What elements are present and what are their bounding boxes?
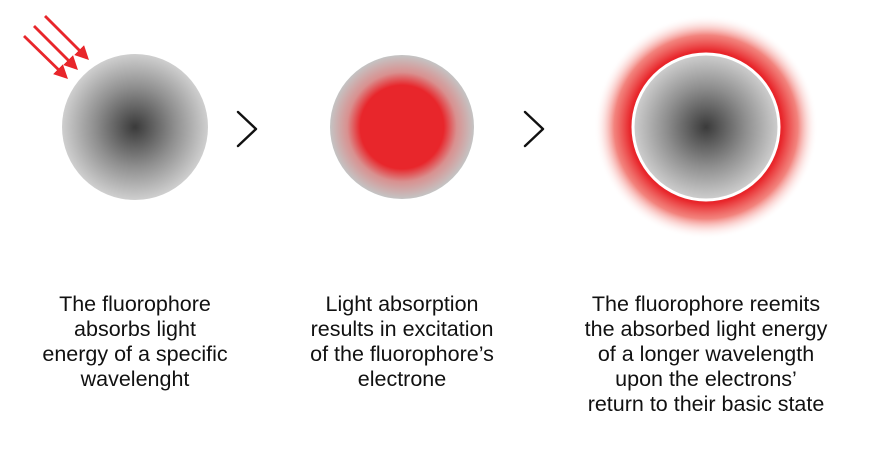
caption-line: return to their basic state	[587, 392, 825, 416]
step-2-caption: Light absorption results in excitation o…	[280, 292, 524, 392]
chevron-right-icon	[236, 110, 258, 148]
caption-line: of the fluorophore’s	[310, 342, 494, 366]
caption-line: The fluorophore reemits	[591, 292, 821, 316]
caption-line: The fluorophore	[59, 292, 211, 316]
chevron-right-icon	[523, 110, 545, 148]
triple-red-arrow-icon	[23, 15, 89, 79]
step-1-caption: The fluorophore absorbs light energy of …	[0, 292, 270, 392]
caption-line: Light absorption	[325, 292, 479, 316]
caption-line: of a longer wavelength	[597, 342, 815, 366]
caption-line: energy of a specific	[42, 342, 228, 366]
caption-line: electrone	[357, 367, 447, 391]
caption-line: wavelenght	[80, 367, 190, 391]
caption-line: the absorbed light energy	[584, 317, 828, 341]
emitting-sphere	[631, 52, 781, 202]
ground-state-sphere	[62, 54, 208, 200]
step-3-caption: The fluorophore reemits the absorbed lig…	[536, 292, 876, 417]
fluorescence-diagram	[23, 15, 818, 239]
caption-line: upon the electrons’	[615, 367, 797, 391]
caption-line: absorbs light	[74, 317, 196, 341]
caption-line: results in excitation	[310, 317, 494, 341]
excited-sphere	[330, 55, 474, 199]
